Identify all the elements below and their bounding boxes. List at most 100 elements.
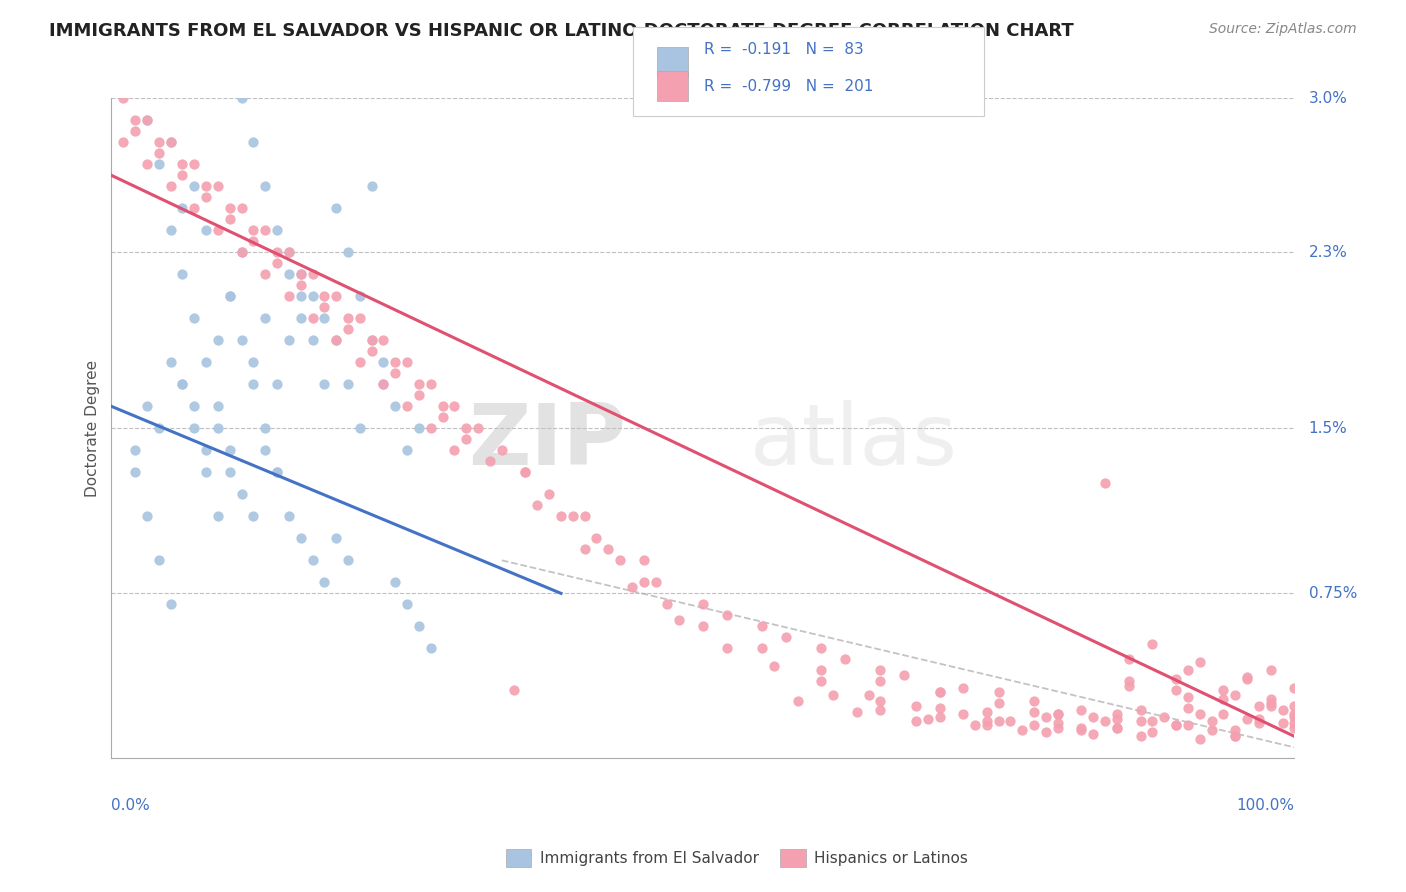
Point bbox=[561, 509, 583, 524]
Point bbox=[585, 532, 607, 546]
Point bbox=[952, 707, 974, 722]
Point bbox=[1177, 664, 1199, 678]
Point bbox=[668, 613, 690, 627]
Point bbox=[112, 91, 135, 105]
Point bbox=[290, 289, 312, 303]
Point bbox=[360, 334, 382, 348]
Point bbox=[1024, 694, 1046, 708]
Point bbox=[515, 466, 537, 480]
Point bbox=[135, 509, 157, 524]
Point bbox=[1247, 698, 1270, 713]
Point bbox=[515, 466, 537, 480]
Point bbox=[195, 355, 218, 369]
Point bbox=[148, 421, 170, 435]
Point bbox=[419, 377, 441, 392]
Point bbox=[360, 179, 382, 194]
Point bbox=[976, 705, 998, 719]
Point bbox=[574, 509, 596, 524]
Point bbox=[1046, 707, 1069, 722]
Point bbox=[834, 652, 856, 666]
Point bbox=[207, 179, 229, 194]
Point bbox=[928, 685, 950, 699]
Point bbox=[1236, 670, 1258, 684]
Point bbox=[1236, 712, 1258, 726]
Point bbox=[254, 268, 277, 282]
Point bbox=[360, 344, 382, 359]
Text: IMMIGRANTS FROM EL SALVADOR VS HISPANIC OR LATINO DOCTORATE DEGREE CORRELATION C: IMMIGRANTS FROM EL SALVADOR VS HISPANIC … bbox=[49, 22, 1074, 40]
Point bbox=[396, 355, 419, 369]
Point bbox=[301, 268, 323, 282]
Point bbox=[692, 598, 714, 612]
Point bbox=[231, 245, 253, 260]
Point bbox=[183, 157, 205, 171]
Point bbox=[301, 311, 323, 326]
Point bbox=[242, 377, 264, 392]
Point bbox=[762, 659, 785, 673]
Point bbox=[1284, 716, 1306, 731]
Point bbox=[1260, 697, 1282, 711]
Point bbox=[172, 377, 194, 392]
Point bbox=[893, 667, 915, 681]
Point bbox=[1260, 664, 1282, 678]
Point bbox=[218, 289, 240, 303]
Point bbox=[1271, 716, 1294, 731]
Point bbox=[657, 598, 679, 612]
Point bbox=[195, 443, 218, 458]
Text: 100.0%: 100.0% bbox=[1236, 798, 1295, 813]
Point bbox=[314, 289, 336, 303]
Point bbox=[231, 487, 253, 501]
Point bbox=[301, 334, 323, 348]
Point bbox=[159, 223, 181, 237]
Point bbox=[231, 245, 253, 260]
Point bbox=[869, 674, 891, 689]
Point bbox=[716, 608, 738, 623]
Point bbox=[716, 641, 738, 656]
Point bbox=[135, 113, 157, 128]
Point bbox=[858, 688, 880, 702]
Point bbox=[821, 688, 844, 702]
Point bbox=[1177, 718, 1199, 732]
Point bbox=[1094, 714, 1116, 728]
Point bbox=[172, 157, 194, 171]
Point bbox=[148, 136, 170, 150]
Point bbox=[692, 619, 714, 633]
Point bbox=[1271, 703, 1294, 717]
Point bbox=[124, 443, 146, 458]
Point bbox=[810, 664, 832, 678]
Text: Hispanics or Latinos: Hispanics or Latinos bbox=[814, 851, 967, 865]
Point bbox=[135, 113, 157, 128]
Point bbox=[1164, 683, 1187, 698]
Point bbox=[845, 705, 868, 719]
Point bbox=[1105, 712, 1128, 726]
Text: R =  -0.191   N =  83: R = -0.191 N = 83 bbox=[704, 43, 865, 57]
Point bbox=[290, 532, 312, 546]
Point bbox=[360, 334, 382, 348]
Point bbox=[159, 179, 181, 194]
Point bbox=[349, 289, 371, 303]
Point bbox=[159, 598, 181, 612]
Point bbox=[987, 697, 1010, 711]
Point bbox=[928, 685, 950, 699]
Point bbox=[337, 377, 360, 392]
Point bbox=[633, 575, 655, 590]
Point bbox=[349, 421, 371, 435]
Text: ZIP: ZIP bbox=[468, 400, 626, 483]
Point bbox=[633, 553, 655, 567]
Point bbox=[1284, 707, 1306, 722]
Point bbox=[277, 245, 299, 260]
Point bbox=[1070, 721, 1092, 735]
Point bbox=[786, 694, 808, 708]
Point bbox=[1188, 731, 1211, 746]
Point bbox=[207, 509, 229, 524]
Point bbox=[1083, 709, 1105, 723]
Point bbox=[112, 136, 135, 150]
Point bbox=[443, 443, 465, 458]
Point bbox=[172, 377, 194, 392]
Point bbox=[218, 443, 240, 458]
Point bbox=[384, 400, 406, 414]
Point bbox=[266, 466, 288, 480]
Point bbox=[1225, 730, 1247, 744]
Point bbox=[1284, 721, 1306, 735]
Point bbox=[172, 268, 194, 282]
Point bbox=[207, 421, 229, 435]
